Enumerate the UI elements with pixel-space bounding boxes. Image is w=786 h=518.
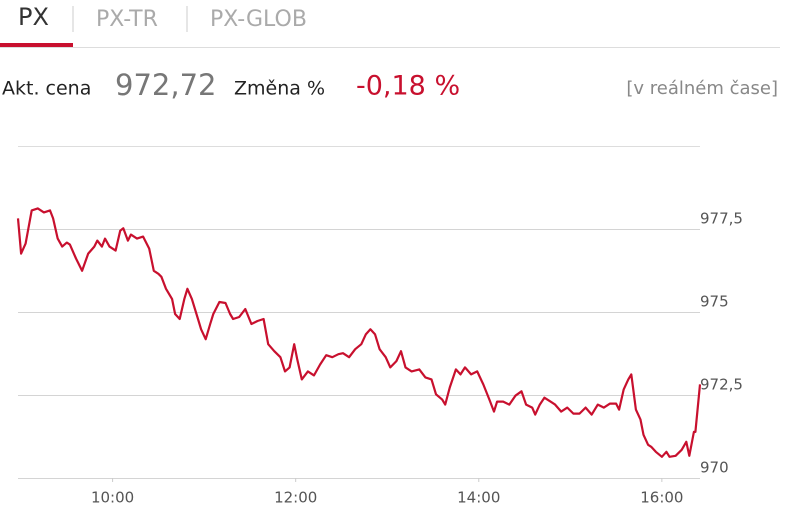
y-tick-label: 977,5 [700, 210, 743, 228]
price-line [16, 207, 702, 458]
tab[interactable]: PX [18, 3, 49, 31]
price: 972,72 [115, 68, 216, 102]
change-label: Změna % [234, 78, 325, 100]
tab[interactable]: PX-GLOB [210, 7, 307, 32]
y-tick-label: 970 [700, 459, 729, 477]
y-tick-label: 975 [700, 293, 729, 311]
active-tab-underline [0, 43, 73, 47]
tabs: PX PX-TR PX-GLOB [0, 3, 780, 48]
tab[interactable]: PX-TR [96, 7, 158, 32]
change: -0,18 % [356, 71, 460, 102]
x-tick-label: 16:00 [640, 489, 683, 507]
x-tick-label: 12:00 [274, 489, 317, 507]
plot: 970 972,5 975 977,5 10:00 12:00 14:00 16:00 [16, 207, 743, 507]
realtime-note: [v reálném čase] [626, 78, 778, 99]
x-tick-label: 14:00 [457, 489, 500, 507]
info-row: Akt. cena 972,72 Změna % -0,18 % [v reál… [2, 68, 778, 102]
y-tick-label: 972,5 [700, 376, 743, 394]
price-label: Akt. cena [2, 78, 91, 100]
x-tick-label: 10:00 [91, 489, 134, 507]
